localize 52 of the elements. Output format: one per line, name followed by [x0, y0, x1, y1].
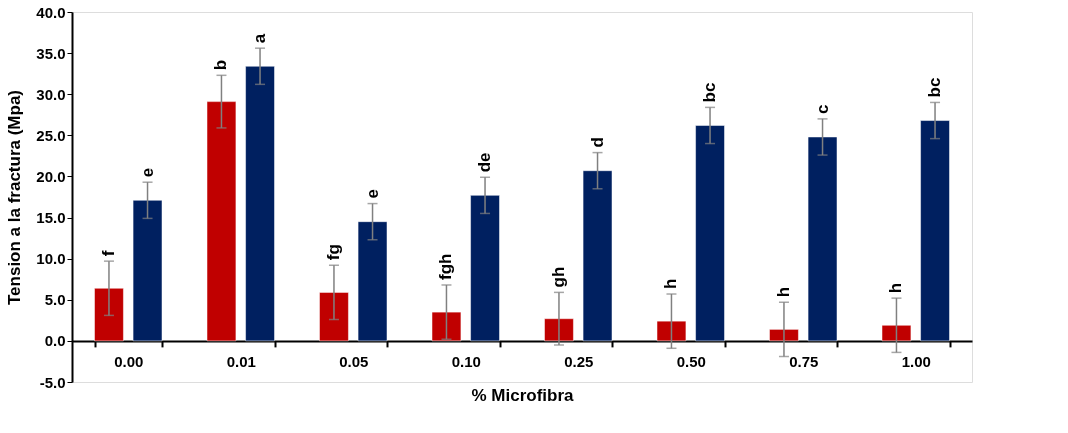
bar: [470, 195, 500, 342]
y-tick-label: 25.0: [36, 126, 66, 144]
data-label: e: [137, 167, 157, 178]
x-axis-title: % Microfibra: [471, 386, 575, 406]
y-axis-title: Tension a la fractura (Mpa): [5, 89, 25, 306]
data-label: de: [475, 152, 495, 173]
bar: [357, 221, 388, 342]
bar: [132, 200, 163, 342]
data-label: h: [773, 286, 793, 298]
x-tick-label: 0.25: [564, 353, 594, 371]
bar: [807, 136, 838, 342]
bar: [881, 325, 912, 342]
data-label: a: [250, 33, 270, 44]
bar: [582, 170, 613, 342]
y-tick-label: -5.0: [39, 373, 66, 391]
y-tick-label: 35.0: [36, 44, 66, 62]
data-label: f: [98, 250, 118, 257]
data-label: e: [362, 189, 382, 199]
y-tick-label: 15.0: [36, 209, 66, 227]
x-tick-label: 0.10: [451, 353, 481, 371]
y-tick-label: 30.0: [36, 85, 66, 103]
data-label: gh: [548, 266, 568, 288]
data-label: fgh: [436, 253, 456, 280]
bar: [656, 320, 687, 342]
data-label: bc: [925, 77, 945, 98]
data-label: b: [211, 59, 231, 71]
y-tick-label: 0.0: [44, 332, 66, 350]
data-label: d: [587, 137, 607, 148]
bar: [695, 125, 725, 342]
x-tick-label: 1.00: [901, 353, 931, 371]
y-tick-label: 40.0: [36, 3, 66, 21]
y-tick-label: 10.0: [36, 250, 66, 268]
y-tick-label: 20.0: [36, 167, 66, 185]
data-label: h: [661, 278, 681, 290]
x-tick-label: 0.50: [676, 353, 706, 371]
bar: [769, 329, 799, 342]
bar: [245, 66, 275, 342]
x-tick-label: 0.00: [114, 353, 144, 371]
x-tick-label: 0.01: [226, 353, 256, 371]
bar: [544, 318, 574, 342]
bar: [206, 101, 237, 342]
bar: [431, 311, 462, 342]
y-tick-label: 5.0: [44, 291, 66, 309]
data-label: fg: [323, 244, 343, 261]
x-tick-label: 0.05: [339, 353, 369, 371]
data-label: h: [886, 282, 906, 294]
data-label: c: [812, 104, 832, 114]
x-tick-label: 0.75: [789, 353, 819, 371]
bar: [319, 292, 349, 342]
data-label: bc: [700, 82, 720, 103]
bar: [920, 120, 950, 342]
bar: [94, 288, 124, 342]
